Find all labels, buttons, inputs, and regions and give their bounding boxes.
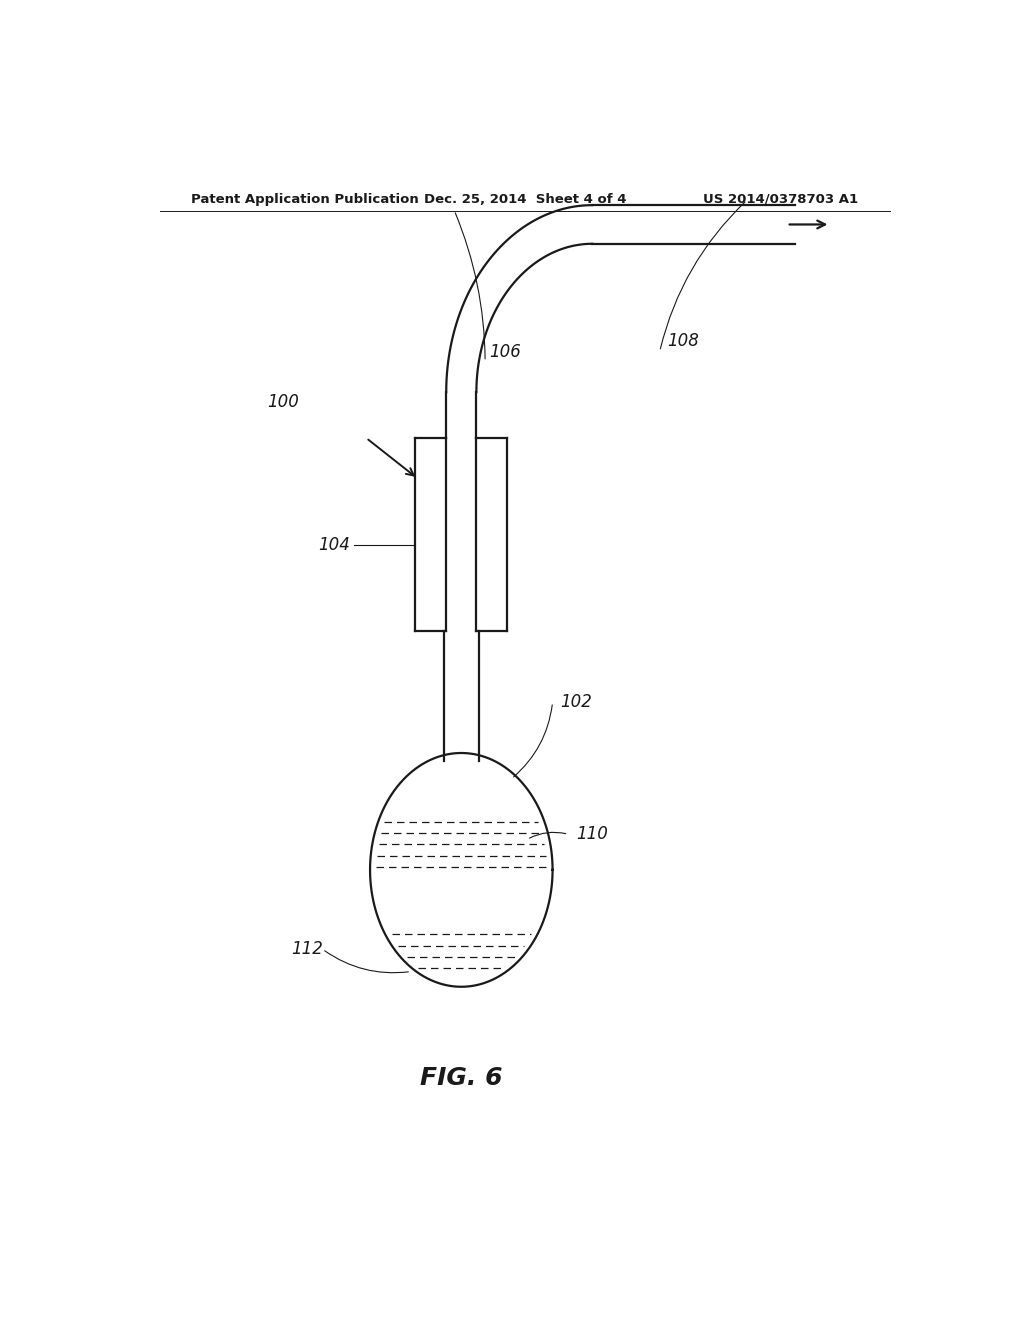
Text: 110: 110	[577, 825, 608, 843]
Text: FIG. 6: FIG. 6	[420, 1067, 503, 1090]
Text: 112: 112	[291, 940, 323, 958]
Text: Patent Application Publication: Patent Application Publication	[191, 193, 419, 206]
Text: 106: 106	[489, 342, 521, 360]
Text: 104: 104	[318, 536, 350, 553]
Text: US 2014/0378703 A1: US 2014/0378703 A1	[703, 193, 858, 206]
Text: 108: 108	[668, 333, 699, 350]
Text: Dec. 25, 2014  Sheet 4 of 4: Dec. 25, 2014 Sheet 4 of 4	[424, 193, 626, 206]
Text: 100: 100	[267, 393, 299, 412]
Text: 102: 102	[560, 693, 593, 711]
